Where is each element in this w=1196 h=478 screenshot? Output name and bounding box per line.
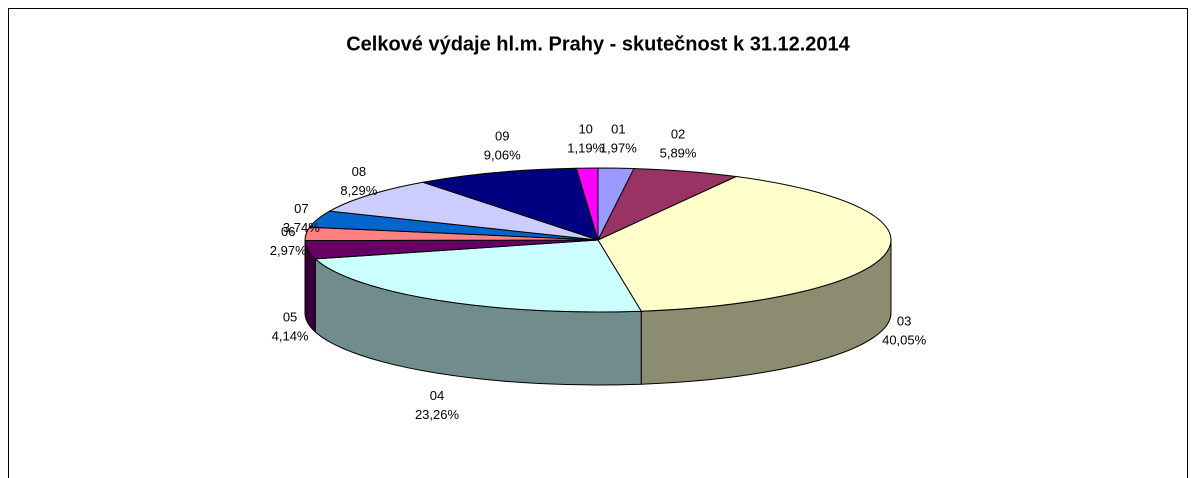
- slice-value-label: 1,19%: [567, 141, 604, 156]
- slice-category-label: 04: [430, 388, 444, 403]
- slice-value-label: 3,74%: [283, 220, 320, 235]
- slice-value-label: 2,97%: [270, 243, 307, 258]
- slice-category-label: 05: [283, 310, 297, 325]
- slice-category-label: 07: [294, 201, 308, 216]
- slice-category-label: 06: [281, 224, 295, 239]
- slice-category-label: 03: [897, 314, 911, 329]
- slice-value-label: 4,14%: [272, 329, 309, 344]
- slice: [597, 176, 892, 312]
- slice-category-label: 10: [578, 122, 592, 137]
- slice-category-label: 01: [611, 122, 625, 137]
- slice: [575, 167, 599, 241]
- slice: [314, 239, 642, 313]
- slice-value-label: 40,05%: [882, 333, 927, 348]
- slice-value-label: 1,97%: [600, 141, 637, 156]
- chart-title: Celkové výdaje hl.m. Prahy - skutečnost …: [346, 33, 850, 55]
- slice-value-label: 8,29%: [340, 183, 377, 198]
- slice-category-label: 08: [352, 164, 366, 179]
- slice-value-label: 5,89%: [660, 146, 697, 161]
- slice: [329, 181, 599, 241]
- slice-value-label: 9,06%: [484, 148, 521, 163]
- slice-value-label: 23,26%: [415, 407, 460, 422]
- slice-category-label: 02: [671, 127, 685, 142]
- slice-category-label: 09: [495, 129, 509, 144]
- slice: [422, 167, 599, 241]
